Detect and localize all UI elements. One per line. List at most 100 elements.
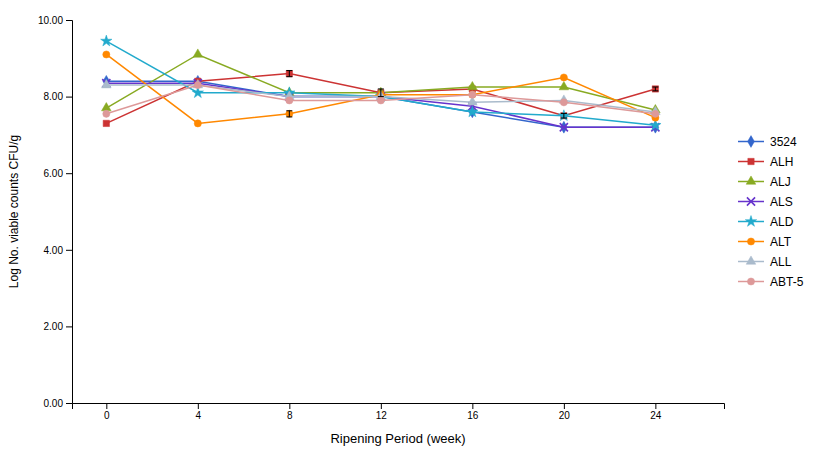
legend-item: ABT-5 [738, 275, 804, 289]
legend-swatch-marker [745, 216, 756, 227]
legend-item: ALL [738, 255, 792, 269]
legend-label: ALL [770, 255, 792, 269]
series-line [106, 85, 655, 114]
x-axis: 0 4 8 12 16 20 24 [73, 403, 725, 421]
x-tick-mark [655, 403, 656, 409]
y-tick: 2.00 [44, 321, 72, 332]
marker [559, 81, 569, 89]
x-tick-mark [381, 403, 382, 409]
y-tick-mark [66, 20, 72, 21]
legend-label: 3524 [770, 135, 797, 149]
legend: 3524 ALH ALJ ALS ALD ALT ALL ABT-5 [738, 135, 804, 289]
x-tick: 12 [376, 403, 388, 421]
marker [467, 106, 478, 117]
error-bar-cap [652, 87, 658, 88]
error-bar [561, 113, 567, 118]
error-bar-stem [563, 113, 564, 118]
marker [193, 80, 203, 88]
legend-swatch-marker [747, 278, 754, 285]
legend-swatch-marker [748, 158, 754, 164]
legend-label: ALJ [770, 175, 791, 189]
y-tick-label: 10.00 [38, 15, 63, 26]
chart-container: 0 4 8 12 16 20 24 0.00 2.00 4.00 6.00 8.00 10.00 Ripe… [0, 0, 834, 455]
legend-swatch-marker [747, 238, 754, 245]
series [101, 35, 661, 130]
legend-label: ABT-5 [770, 275, 804, 289]
legend-item: 3524 [738, 135, 797, 149]
marker [558, 110, 569, 121]
y-tick: 10.00 [38, 15, 72, 26]
series-line [106, 41, 655, 125]
error-bar [286, 111, 292, 117]
legend-item: ALT [738, 235, 792, 249]
error-bar-cap [652, 90, 658, 91]
series [103, 51, 659, 127]
y-tick-label: 2.00 [44, 321, 64, 332]
marker [560, 74, 567, 81]
series [103, 70, 658, 126]
series-line [106, 85, 655, 112]
marker [469, 91, 476, 98]
series [103, 75, 659, 133]
marker [102, 80, 112, 88]
x-tick-label: 4 [196, 410, 202, 421]
x-tick-mark [198, 403, 199, 409]
plot-area [101, 35, 661, 133]
x-tick-label: 8 [287, 410, 293, 421]
marker [286, 97, 293, 104]
marker [194, 120, 201, 127]
error-bar-stem [289, 111, 290, 117]
y-tick-label: 0.00 [44, 398, 64, 409]
error-bar-stem [655, 87, 656, 91]
error-bar-cap [286, 70, 292, 71]
y-tick: 0.00 [44, 398, 72, 409]
error-bars [286, 71, 658, 118]
marker [194, 82, 201, 89]
y-tick-mark [66, 173, 72, 174]
y-tick: 6.00 [44, 168, 72, 179]
error-bar [652, 87, 658, 91]
marker [652, 86, 658, 92]
y-tick-label: 8.00 [44, 91, 64, 102]
x-tick-mark [106, 403, 107, 409]
series-line [106, 81, 655, 127]
series [103, 82, 659, 118]
marker [103, 120, 109, 126]
y-tick-label: 4.00 [44, 245, 64, 256]
error-bar-cap [286, 110, 292, 111]
error-bar-cap [286, 116, 292, 117]
y-tick-mark [66, 97, 72, 98]
legend-label: ALS [770, 195, 793, 209]
x-tick: 20 [559, 403, 571, 421]
x-tick: 0 [104, 403, 110, 421]
legend-item: ALH [738, 155, 793, 169]
marker [102, 79, 110, 87]
marker [103, 51, 110, 58]
x-tick-mark [564, 403, 565, 409]
marker [286, 110, 293, 117]
legend-swatch-marker [748, 136, 755, 148]
x-tick: 4 [196, 403, 202, 421]
x-tick-label: 24 [650, 410, 662, 421]
x-tick: 16 [467, 403, 479, 421]
marker [102, 103, 112, 111]
x-tick-label: 0 [104, 410, 110, 421]
y-tick: 8.00 [44, 91, 72, 102]
error-bar-cap [286, 76, 292, 77]
error-bar-stem [380, 89, 381, 97]
x-tick: 24 [650, 403, 662, 421]
marker [103, 110, 110, 117]
y-axis: 0.00 2.00 4.00 6.00 8.00 10.00 [38, 15, 73, 409]
error-bar-stem [289, 71, 290, 77]
x-tick-label: 16 [467, 410, 479, 421]
series [102, 79, 659, 131]
x-axis-title: Ripening Period (week) [330, 431, 465, 446]
legend-item: ALS [738, 195, 793, 209]
error-bars [286, 111, 292, 117]
legend-swatch-marker [746, 256, 756, 264]
legend-label: ALT [770, 235, 792, 249]
error-bar-cap [561, 118, 567, 119]
y-tick-mark [66, 403, 72, 404]
legend-label: ALD [770, 215, 794, 229]
legend-label: ALH [770, 155, 793, 169]
